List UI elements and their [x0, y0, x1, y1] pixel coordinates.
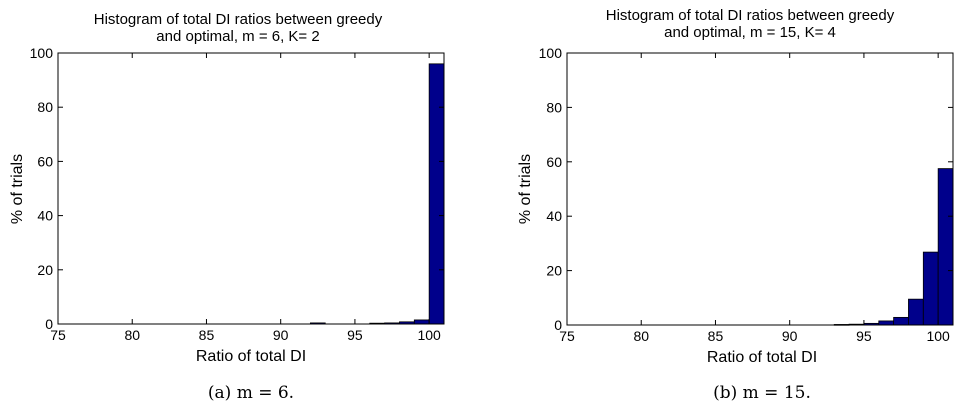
y-tick-label: 60	[546, 154, 562, 170]
y-tick-label: 40	[37, 208, 53, 224]
plot-frame	[57, 52, 445, 325]
y-tick-label: 40	[546, 208, 562, 224]
x-axis-label: Ratio of total DI	[196, 348, 306, 365]
x-axis-label: Ratio of total DI	[707, 349, 817, 366]
y-tick-label: 0	[554, 317, 562, 333]
histogram-panel-b: Histogram of total DI ratios between gre…	[517, 7, 954, 403]
y-tick-label: 0	[45, 316, 53, 332]
y-tick-label: 80	[37, 99, 53, 115]
histogram-bar	[922, 251, 939, 326]
x-tick-label: 95	[856, 328, 872, 344]
chart-title-line-1: Histogram of total DI ratios between gre…	[94, 11, 383, 28]
subfigure-caption: (b) m = 15.	[713, 383, 811, 403]
histogram-bar	[937, 168, 954, 326]
subfigure-caption: (a) m = 6.	[208, 383, 294, 403]
x-tick-label: 90	[273, 327, 289, 343]
histogram-bar	[878, 320, 895, 326]
histogram-bar	[413, 319, 430, 325]
histogram-bar	[908, 298, 924, 326]
histogram-bar	[893, 316, 909, 326]
x-tick-label: 90	[782, 328, 798, 344]
bars	[833, 168, 954, 326]
y-tick-label: 20	[546, 263, 562, 279]
x-tick-label: 85	[708, 328, 724, 344]
y-axis-label: % of trials	[9, 154, 26, 224]
y-tick-label: 60	[37, 153, 53, 169]
plot-frame	[566, 52, 954, 326]
y-tick-label: 100	[539, 45, 563, 61]
histogram-panel-a: Histogram of total DI ratios between gre…	[9, 11, 445, 403]
x-tick-label: 75	[559, 328, 575, 344]
y-tick-label: 80	[546, 99, 562, 115]
bars	[309, 63, 445, 325]
x-tick-label: 100	[417, 327, 441, 343]
chart-title-line-2: and optimal, m = 6, K= 2	[156, 28, 319, 45]
chart-title-line-1: Histogram of total DI ratios between gre…	[606, 7, 895, 24]
chart-title-line-2: and optimal, m = 15, K= 4	[664, 24, 836, 41]
y-tick-label: 100	[30, 45, 54, 61]
x-tick-label: 80	[124, 327, 140, 343]
y-tick-label: 20	[37, 262, 53, 278]
axis-ticks: 75 80 85 90 95 100 0 20 40 60 80 100	[30, 45, 444, 343]
x-tick-label: 80	[633, 328, 649, 344]
axis-ticks: 75 80 85 90 95 100 0 20 40 60 80 100	[539, 45, 953, 344]
x-tick-label: 95	[347, 327, 363, 343]
x-tick-label: 85	[199, 327, 215, 343]
histogram-bar	[428, 63, 445, 325]
x-tick-label: 100	[926, 328, 950, 344]
y-axis-label: % of trials	[517, 154, 534, 224]
x-tick-label: 75	[50, 327, 66, 343]
